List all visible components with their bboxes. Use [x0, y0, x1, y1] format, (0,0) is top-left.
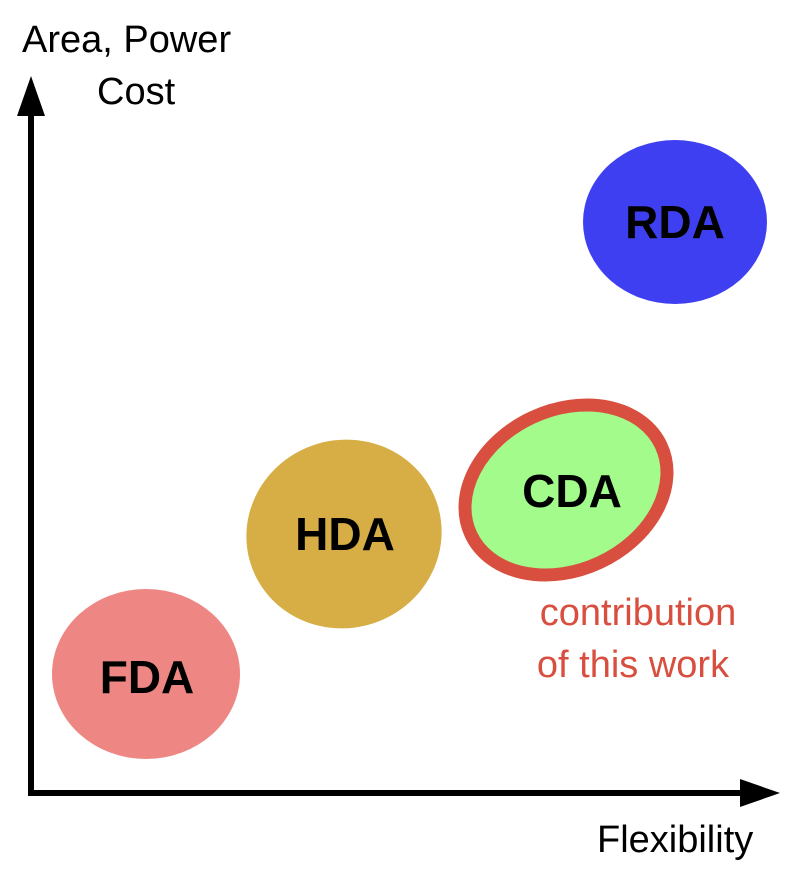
rda-blob: [583, 140, 767, 304]
y-axis-label-line2: Cost: [97, 71, 176, 113]
contribution-note-line2: of this work: [537, 644, 730, 686]
rda-label: RDA: [625, 196, 725, 248]
fda-blob: [52, 589, 240, 759]
cda-blob: [458, 398, 674, 582]
contribution-note-line1: contribution: [540, 592, 736, 634]
x-axis-label: Flexibility: [597, 819, 753, 861]
hda-label: HDA: [295, 508, 395, 560]
hda-blob: [246, 439, 442, 629]
y-axis-arrowhead: [17, 76, 45, 116]
cda-label: CDA: [522, 465, 622, 517]
y-axis-label-line1: Area, Power: [22, 19, 231, 61]
x-axis-arrowhead: [740, 779, 780, 807]
fda-label: FDA: [100, 651, 195, 703]
